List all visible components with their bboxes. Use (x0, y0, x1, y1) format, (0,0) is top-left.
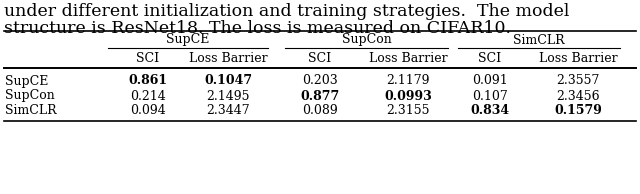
Text: Loss Barrier: Loss Barrier (189, 53, 268, 66)
Text: structure is ResNet18. The loss is measured on CIFAR10.: structure is ResNet18. The loss is measu… (4, 20, 511, 37)
Text: 2.3155: 2.3155 (387, 105, 429, 118)
Text: SimCLR: SimCLR (5, 105, 56, 118)
Text: 2.3447: 2.3447 (206, 105, 250, 118)
Text: 0.1579: 0.1579 (554, 105, 602, 118)
Text: SupCE: SupCE (5, 74, 49, 87)
Text: 2.3456: 2.3456 (556, 89, 600, 102)
Text: 0.1047: 0.1047 (204, 74, 252, 87)
Text: 0.203: 0.203 (302, 74, 338, 87)
Text: SCI: SCI (136, 53, 159, 66)
Text: 2.1495: 2.1495 (206, 89, 250, 102)
Text: SupCon: SupCon (342, 34, 392, 47)
Text: 0.107: 0.107 (472, 89, 508, 102)
Text: SupCon: SupCon (5, 89, 55, 102)
Text: 0.0993: 0.0993 (384, 89, 432, 102)
Text: 0.834: 0.834 (470, 105, 509, 118)
Text: SCI: SCI (308, 53, 332, 66)
Text: 0.091: 0.091 (472, 74, 508, 87)
Text: 0.214: 0.214 (130, 89, 166, 102)
Text: 0.094: 0.094 (130, 105, 166, 118)
Text: 0.861: 0.861 (129, 74, 168, 87)
Text: 2.1179: 2.1179 (387, 74, 429, 87)
Text: SupCE: SupCE (166, 34, 210, 47)
Text: 0.089: 0.089 (302, 105, 338, 118)
Text: under different initialization and training strategies.  The model: under different initialization and train… (4, 3, 570, 20)
Text: 0.877: 0.877 (300, 89, 340, 102)
Text: SimCLR: SimCLR (513, 34, 565, 47)
Text: Loss Barrier: Loss Barrier (539, 53, 618, 66)
Text: SCI: SCI (479, 53, 502, 66)
Text: Loss Barrier: Loss Barrier (369, 53, 447, 66)
Text: 2.3557: 2.3557 (556, 74, 600, 87)
